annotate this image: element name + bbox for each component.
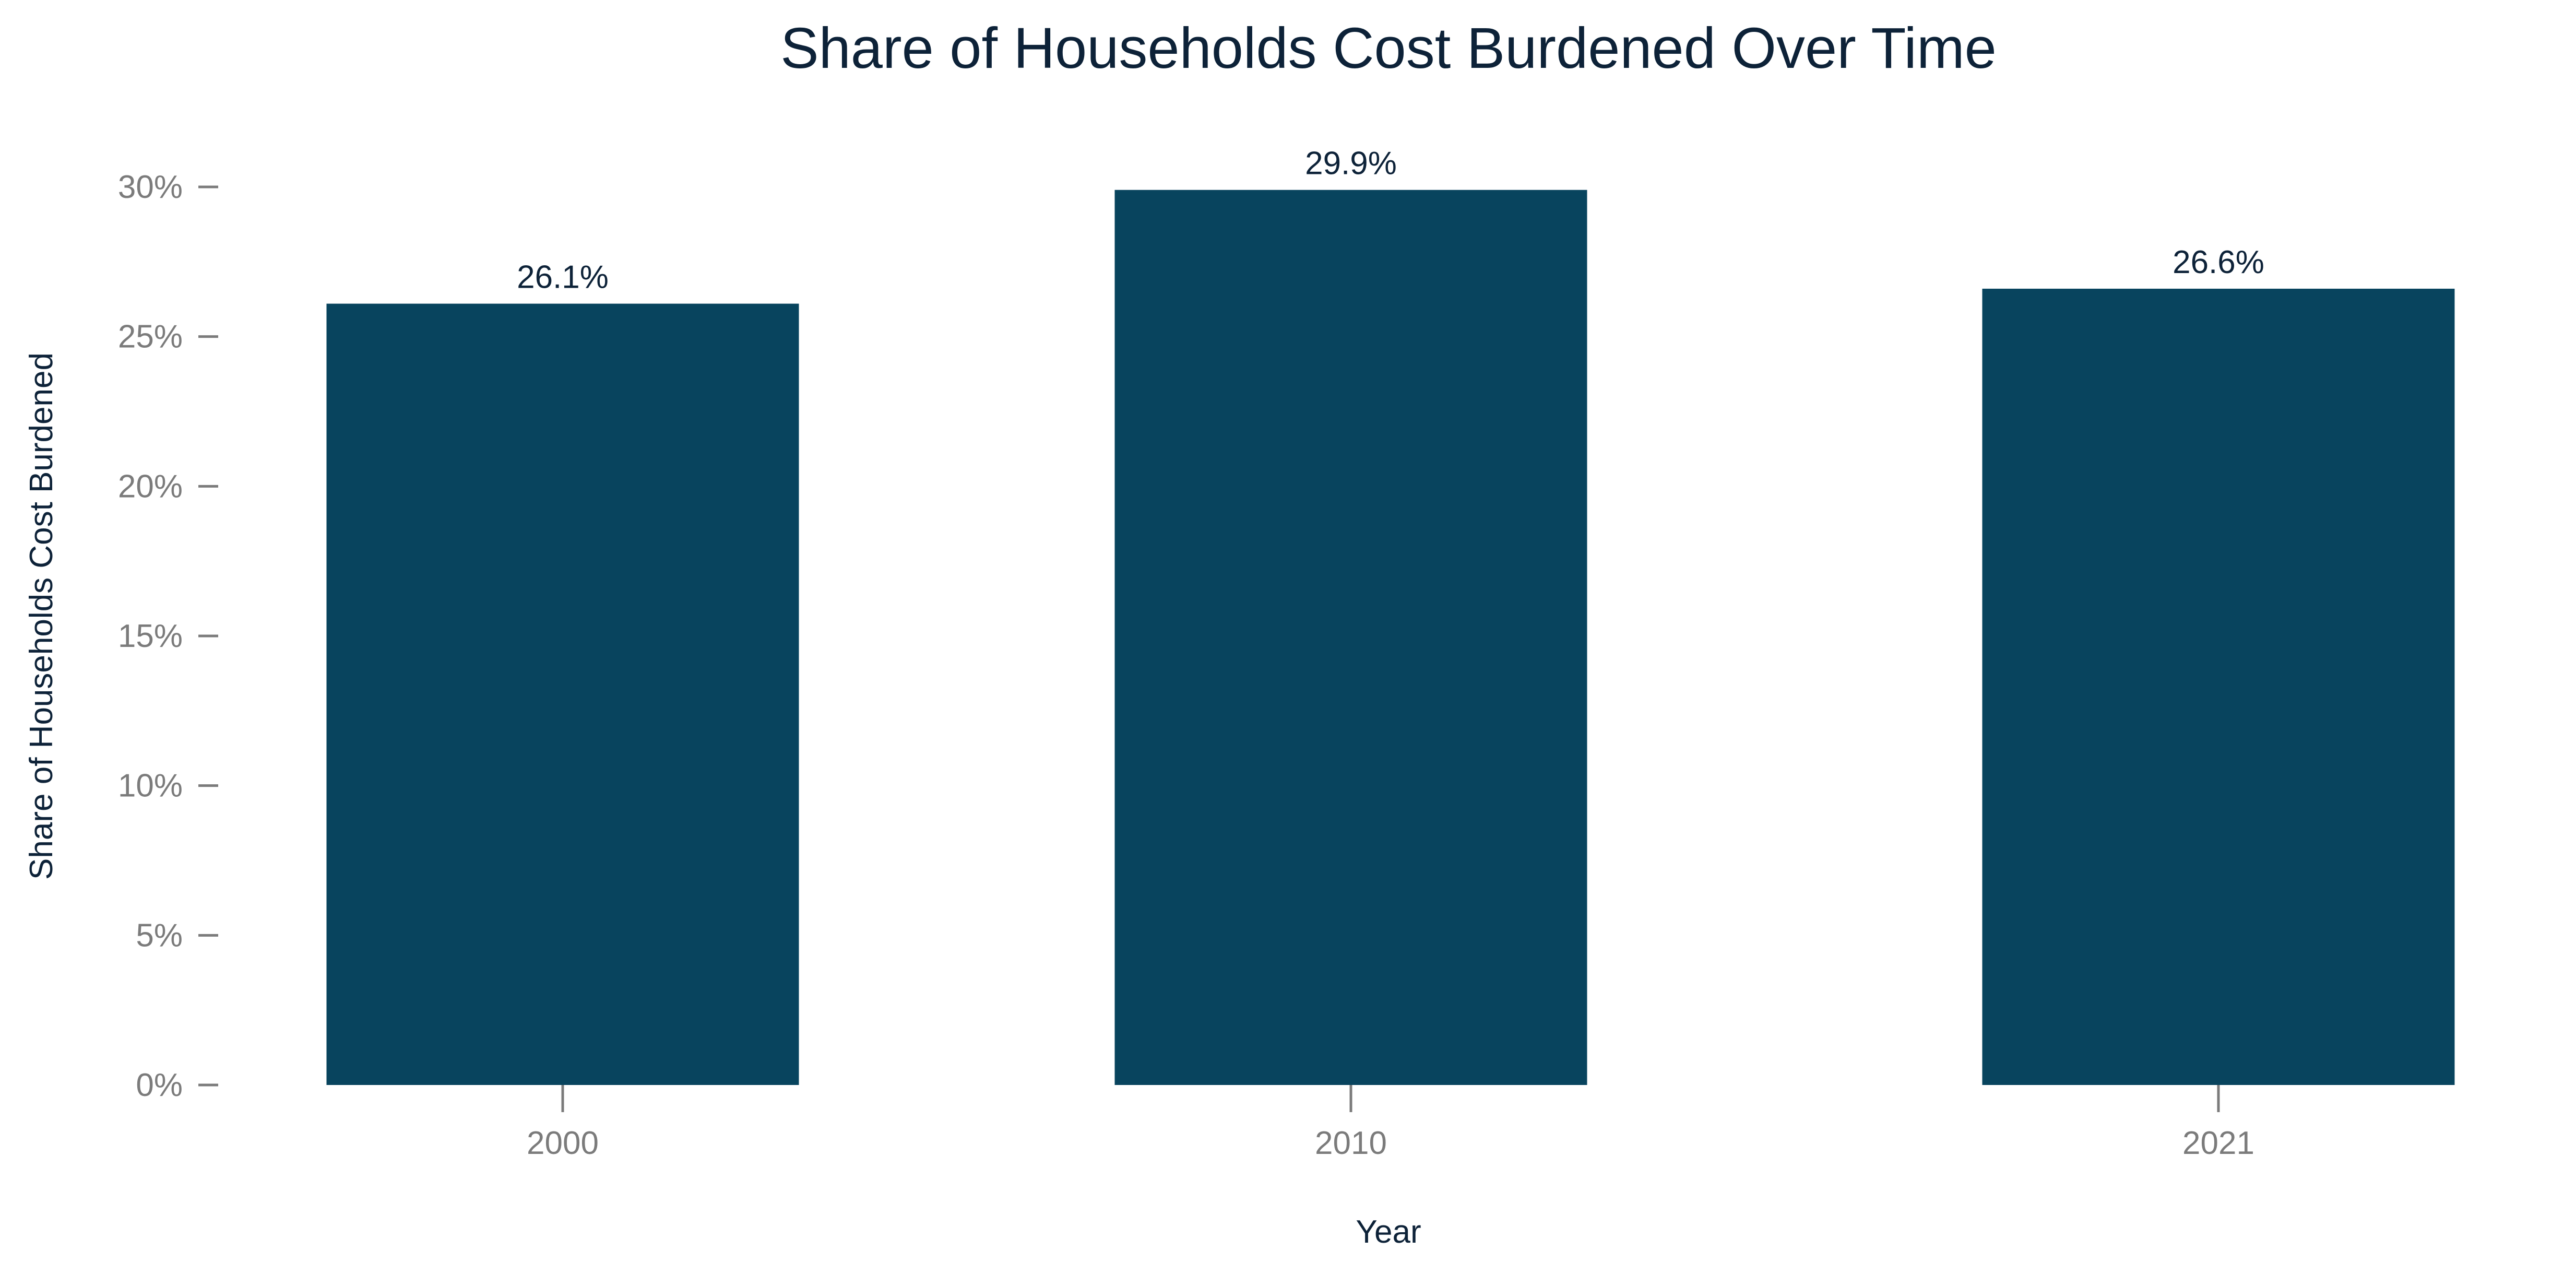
- y-tick-label: 25%: [118, 319, 183, 355]
- y-tick-label: 30%: [118, 169, 183, 205]
- y-axis: 0% 5% 10% 15% 20% 25% 30%: [118, 169, 218, 1103]
- y-axis-title: Share of Households Cost Burdened: [23, 352, 60, 880]
- bar: [1982, 288, 2455, 1085]
- y-tick-label: 20%: [118, 468, 183, 504]
- bar: [1114, 190, 1587, 1085]
- bar: [326, 303, 799, 1085]
- y-tick-label: 5%: [136, 917, 183, 953]
- bars-group: 26.1% 29.9% 26.6%: [326, 146, 2455, 1085]
- x-axis-title: Year: [1356, 1214, 1421, 1250]
- data-label: 29.9%: [1305, 146, 1397, 182]
- y-tick-label: 15%: [118, 618, 183, 654]
- data-label: 26.6%: [2173, 244, 2264, 280]
- y-tick-label: 0%: [136, 1067, 183, 1103]
- x-tick-label: 2021: [2182, 1125, 2254, 1161]
- x-tick-label: 2000: [527, 1125, 599, 1161]
- data-label: 26.1%: [517, 259, 609, 296]
- x-axis: 2000 2010 2021: [527, 1085, 2254, 1161]
- chart-title: Share of Households Cost Burdened Over T…: [780, 16, 1997, 80]
- x-tick-label: 2010: [1315, 1125, 1387, 1161]
- y-tick-label: 10%: [118, 768, 183, 804]
